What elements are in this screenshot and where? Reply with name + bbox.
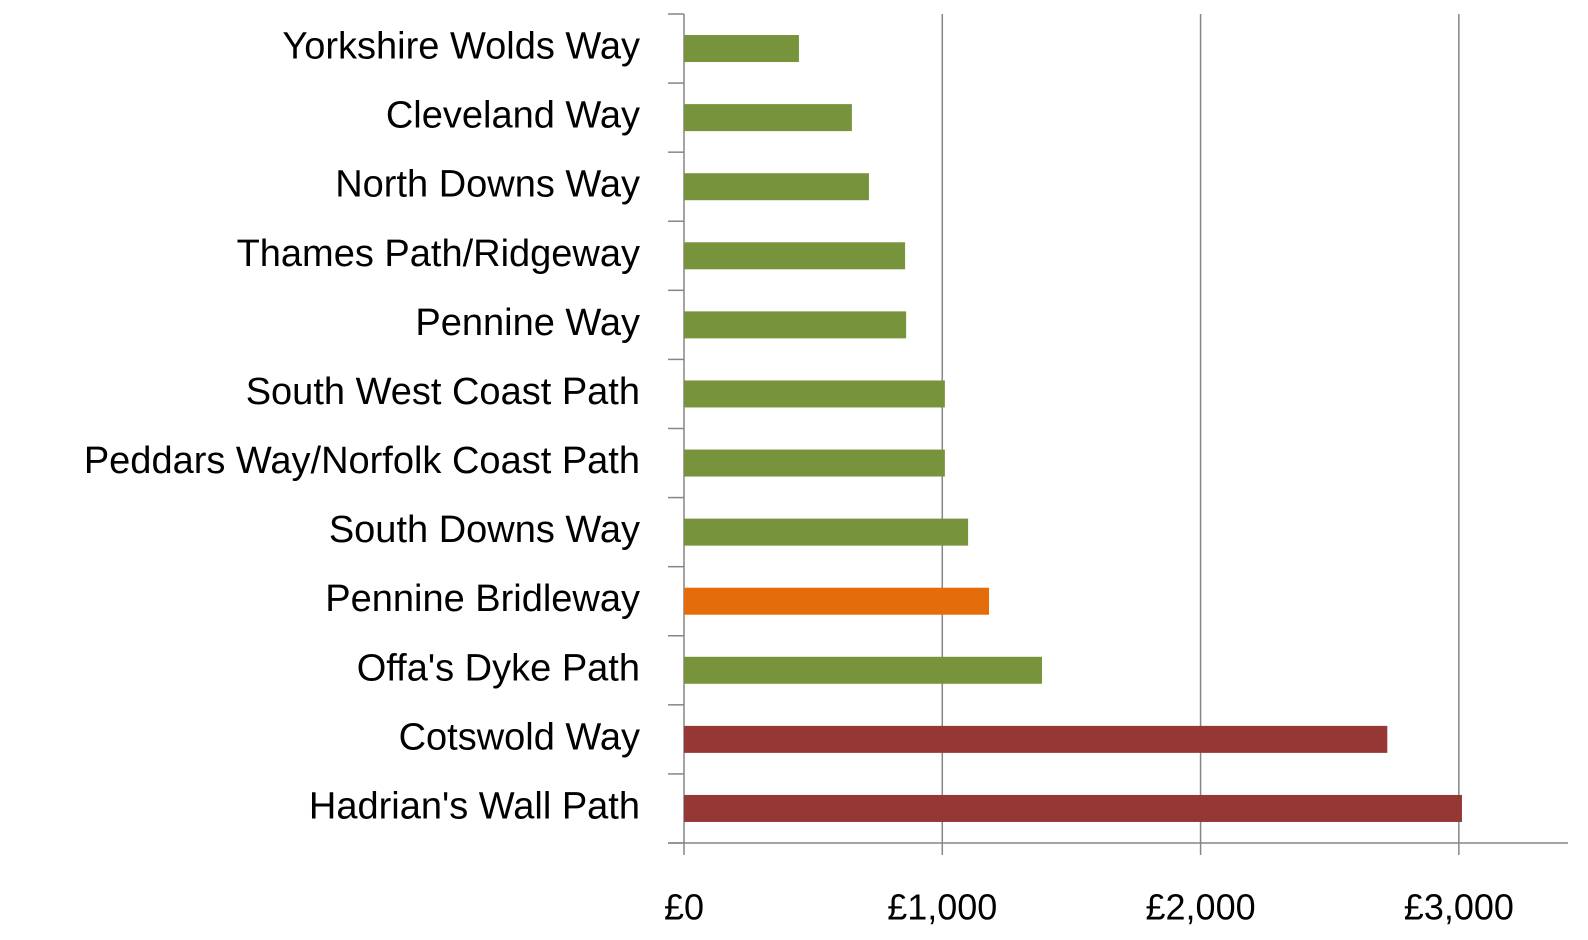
bar: [684, 35, 799, 63]
y-tick-label: Thames Path/Ridgeway: [237, 233, 640, 275]
y-tick-label: North Downs Way: [335, 164, 640, 206]
y-tick-label: Hadrian's Wall Path: [309, 785, 640, 827]
bar: [684, 311, 907, 339]
bar: [684, 725, 1388, 753]
y-tick-label: Cleveland Way: [386, 95, 640, 137]
y-tick-label: Yorkshire Wolds Way: [282, 26, 640, 68]
y-tick-label: Pennine Way: [415, 302, 640, 344]
bar: [684, 518, 969, 546]
x-tick-label: £0: [664, 887, 704, 928]
y-tick-label: South West Coast Path: [246, 371, 640, 413]
bar: [684, 380, 945, 408]
y-tick-label: Cotswold Way: [399, 716, 640, 758]
x-tick-label: £1,000: [887, 887, 997, 928]
x-tick-label: £3,000: [1404, 887, 1514, 928]
y-tick-label: Peddars Way/Norfolk Coast Path: [84, 440, 640, 482]
y-tick-label: Pennine Bridleway: [325, 578, 640, 620]
bar: [684, 656, 1042, 684]
bar: [684, 173, 869, 201]
bar: [684, 104, 852, 132]
bar: [684, 794, 1462, 822]
y-tick-label: Offa's Dyke Path: [357, 647, 640, 689]
y-tick-label: South Downs Way: [329, 509, 640, 551]
bar: [684, 449, 945, 477]
x-tick-label: £2,000: [1146, 887, 1256, 928]
bar: [684, 587, 990, 615]
bar: [684, 242, 906, 270]
